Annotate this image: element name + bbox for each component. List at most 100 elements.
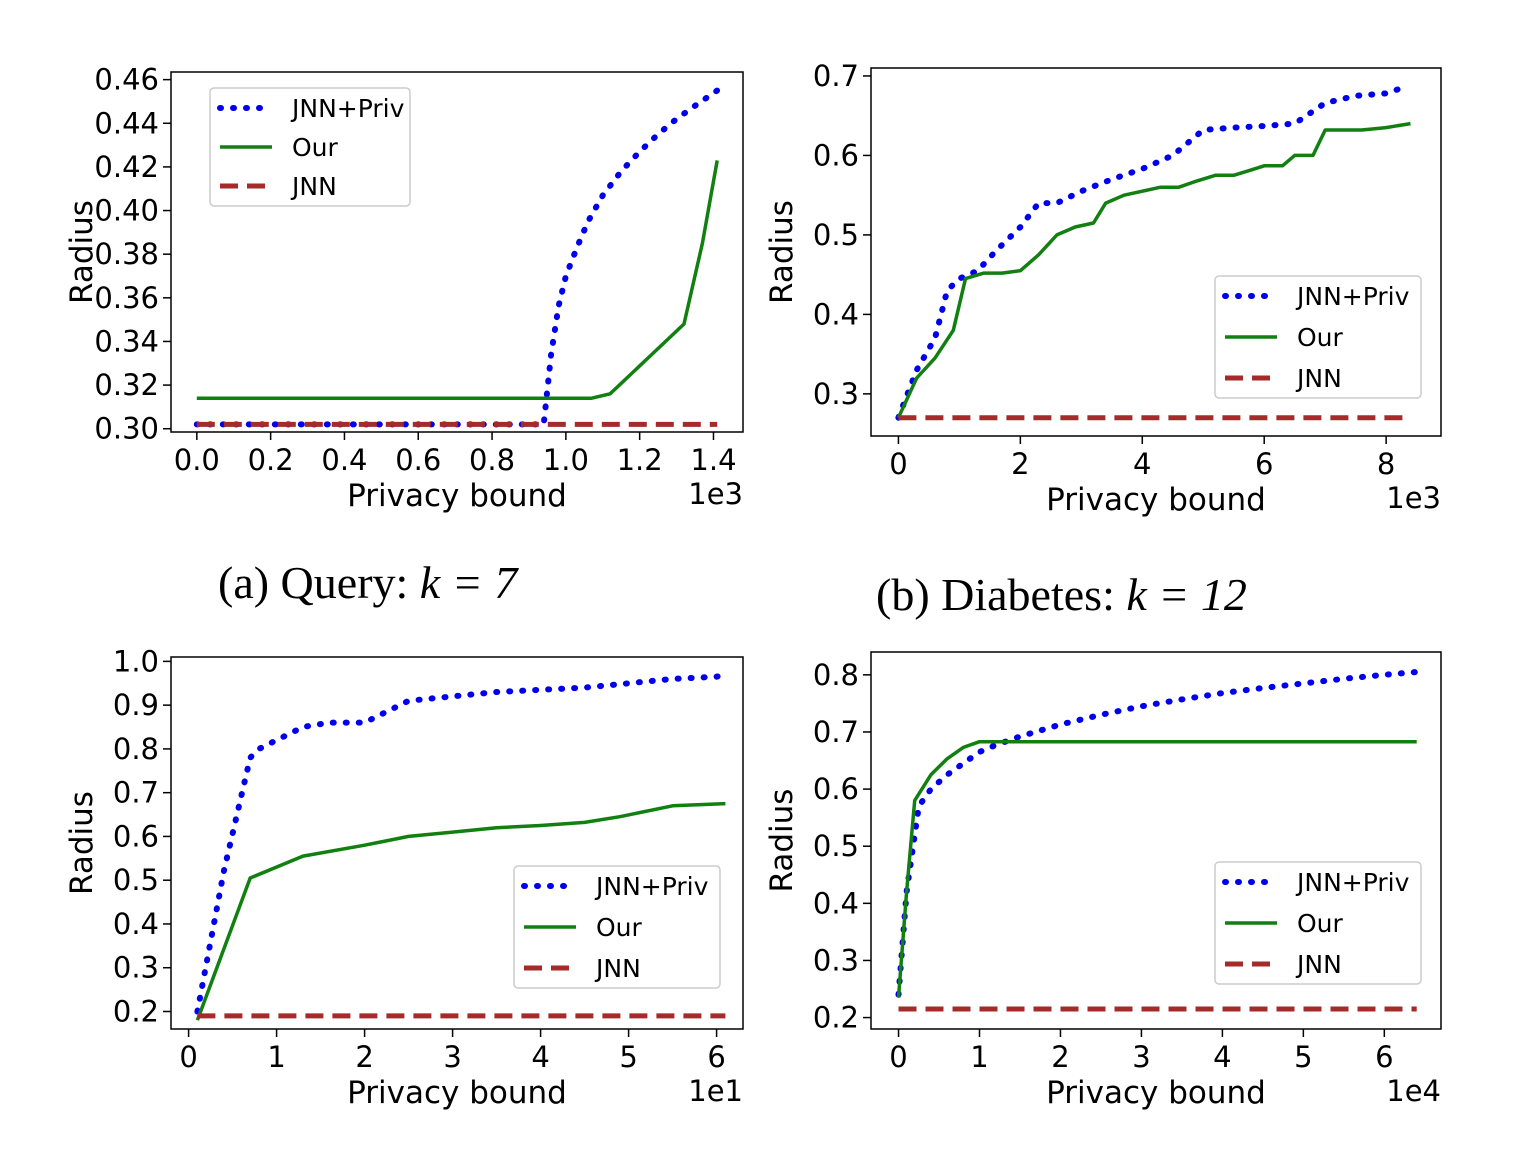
legend-label: JNN+Priv xyxy=(594,872,709,901)
y-tick-label: 0.5 xyxy=(813,218,859,252)
y-tick-label: 0.36 xyxy=(94,281,159,315)
legend-label: JNN xyxy=(594,954,641,983)
y-tick-label: 0.7 xyxy=(813,715,859,749)
y-tick-label: 0.5 xyxy=(813,829,859,863)
x-tick-label: 3 xyxy=(1132,1040,1150,1074)
chart-1: 0 2 4 6 8 0.3 0.4 0.5 0.6 0.7 Privacy bound Radius 1… xyxy=(764,59,1442,518)
y-tick-label: 0.9 xyxy=(113,688,159,722)
x-tick-label: 4 xyxy=(1213,1040,1231,1074)
legend-box xyxy=(1214,275,1422,399)
y-tick-label: 0.4 xyxy=(113,907,159,941)
plot-frame xyxy=(170,656,744,1030)
plot-frame xyxy=(170,71,744,433)
y-tick-label: 0.6 xyxy=(813,138,859,172)
y-tick-label: 0.4 xyxy=(813,297,859,331)
x-axis-label: Privacy bound xyxy=(1046,1075,1266,1111)
x-tick-label: 0.0 xyxy=(174,443,220,477)
legend: JNN+Priv Our JNN xyxy=(1214,861,1422,985)
legend-label: JNN+Priv xyxy=(1295,282,1410,311)
x-tick-label: 6 xyxy=(1255,447,1273,481)
y-tick-label: 0.6 xyxy=(113,819,159,853)
y-tick-label: 0.30 xyxy=(94,412,159,446)
y-axis-label: Radius xyxy=(64,791,100,895)
caption-diabetes-prefix: (b) Diabetes: xyxy=(876,569,1127,620)
x-tick-label: 4 xyxy=(1133,447,1151,481)
legend-label: JNN xyxy=(290,172,337,201)
y-tick-label: 0.42 xyxy=(94,150,159,184)
x-tick-label: 0 xyxy=(889,447,907,481)
y-tick-label: 0.7 xyxy=(813,59,859,93)
y-tick-label: 0.7 xyxy=(113,776,159,810)
y-tick-label: 0.46 xyxy=(94,63,159,97)
legend-label: JNN xyxy=(1295,364,1342,393)
x-axis-exponent: 1e3 xyxy=(688,477,743,511)
x-axis-exponent: 1e1 xyxy=(688,1074,743,1108)
x-tick-label: 4 xyxy=(531,1040,549,1074)
y-tick-label: 0.8 xyxy=(113,732,159,766)
legend: JNN+Priv Our JNN xyxy=(513,865,721,989)
y-tick-label: 0.8 xyxy=(813,658,859,692)
x-tick-label: 3 xyxy=(443,1040,461,1074)
y-tick-label: 1.0 xyxy=(113,644,159,678)
x-tick-label: 6 xyxy=(1375,1040,1393,1074)
y-tick-label: 0.6 xyxy=(813,772,859,806)
caption-query-prefix: (a) Query: xyxy=(218,557,420,608)
series-line-jnn-priv xyxy=(194,671,729,1015)
y-axis-label: Radius xyxy=(64,200,100,304)
x-tick-label: 6 xyxy=(707,1040,725,1074)
series-line-our xyxy=(896,739,1417,998)
series-line-our xyxy=(896,121,1411,419)
x-tick-label: 0 xyxy=(889,1040,907,1074)
legend-label: Our xyxy=(596,913,643,942)
series-line-jnn-priv xyxy=(895,84,1408,421)
x-tick-label: 1.0 xyxy=(543,443,589,477)
x-tick-label: 8 xyxy=(1377,447,1395,481)
caption-diabetes: (b) Diabetes: k = 12 xyxy=(876,568,1247,621)
y-tick-label: 0.3 xyxy=(113,951,159,985)
legend-label: JNN+Priv xyxy=(1295,868,1410,897)
legend-box xyxy=(1214,861,1422,985)
x-tick-label: 1 xyxy=(267,1040,285,1074)
y-tick-label: 0.38 xyxy=(94,237,159,271)
y-tick-label: 0.34 xyxy=(94,324,159,358)
y-axis-label: Radius xyxy=(764,789,800,893)
caption-query: (a) Query: k = 7 xyxy=(218,556,517,609)
y-axis-label: Radius xyxy=(764,200,800,304)
x-axis-label: Privacy bound xyxy=(347,1075,567,1111)
y-tick-label: 0.2 xyxy=(113,994,159,1028)
x-tick-label: 2 xyxy=(355,1040,373,1074)
series-line-our xyxy=(196,160,719,400)
x-tick-label: 1 xyxy=(970,1040,988,1074)
y-tick-label: 0.3 xyxy=(813,377,859,411)
x-axis-label: Privacy bound xyxy=(1046,482,1266,518)
x-tick-label: 2 xyxy=(1051,1040,1069,1074)
caption-diabetes-math: k = 12 xyxy=(1126,569,1247,620)
chart-3: 0 1 2 3 4 5 6 0.2 0.3 0.4 0.5 0.6 0.7 0.8 Privacy boun… xyxy=(764,651,1442,1111)
caption-query-math: k = 7 xyxy=(419,557,518,608)
plot-frame xyxy=(870,67,1442,437)
legend-label: Our xyxy=(292,133,339,162)
x-tick-label: 5 xyxy=(619,1040,637,1074)
plot-frame xyxy=(870,651,1442,1030)
y-tick-label: 0.3 xyxy=(813,943,859,977)
legend-label: JNN xyxy=(1295,950,1342,979)
y-tick-label: 0.40 xyxy=(94,194,159,228)
x-tick-label: 0.8 xyxy=(469,443,515,477)
y-tick-label: 0.2 xyxy=(813,1001,859,1035)
legend-label: Our xyxy=(1297,909,1344,938)
x-tick-label: 5 xyxy=(1294,1040,1312,1074)
chart-2: 0 1 2 3 4 5 6 0.2 0.3 0.4 0.5 0.6 0.7 0.8 0.9 1.0 Privac… xyxy=(64,644,744,1111)
x-axis-exponent: 1e4 xyxy=(1386,1074,1441,1108)
chart-0: 0.0 0.2 0.4 0.6 0.8 1.0 1.2 1.4 0.30 0.32 0.34 0.36… xyxy=(64,63,744,514)
y-tick-label: 0.4 xyxy=(813,886,859,920)
x-tick-label: 0.6 xyxy=(395,443,441,477)
x-tick-label: 0 xyxy=(179,1040,197,1074)
series-line-jnn-priv xyxy=(193,87,721,428)
legend: JNN+Priv Our JNN xyxy=(209,87,411,207)
x-tick-label: 1.2 xyxy=(617,443,663,477)
x-tick-label: 0.4 xyxy=(321,443,367,477)
x-tick-label: 1.4 xyxy=(690,443,736,477)
legend: JNN+Priv Our JNN xyxy=(1214,275,1422,399)
y-tick-label: 0.44 xyxy=(94,106,159,140)
legend-box xyxy=(513,865,721,989)
